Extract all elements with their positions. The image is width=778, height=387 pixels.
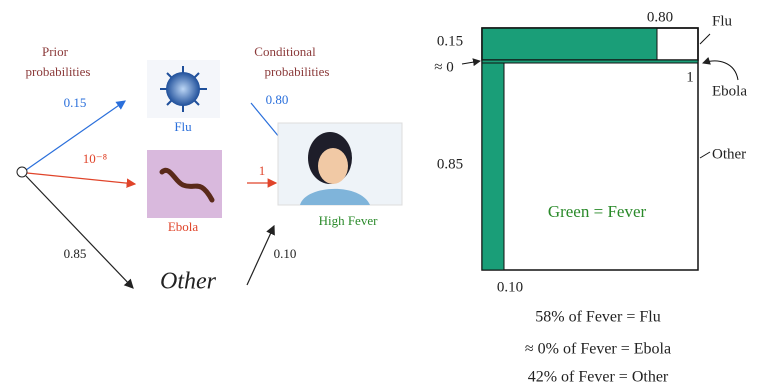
diagram: Prior probabilities Conditional probabil… (0, 0, 778, 387)
arrow (462, 61, 480, 64)
label: 0.85 (437, 156, 463, 172)
virus (166, 72, 200, 106)
probability: 0.10 (274, 246, 297, 261)
label: 1 (686, 69, 694, 85)
probability: 0.15 (64, 95, 87, 110)
root-node (17, 167, 27, 177)
arrow (26, 101, 125, 170)
node-label: Flu (174, 119, 192, 134)
node-label: Ebola (168, 219, 199, 234)
leader (700, 152, 710, 158)
probability: 10⁻⁸ (83, 151, 108, 166)
result: 42% of Fever = Other (528, 369, 669, 386)
probability: 0.85 (64, 246, 87, 261)
label: 0.80 (647, 9, 673, 25)
label: 0.15 (437, 33, 463, 49)
label: Ebola (712, 83, 747, 99)
probability: 0.80 (266, 92, 289, 107)
node-label: Other (160, 269, 217, 295)
tree: Prior probabilities Conditional probabil… (17, 44, 402, 295)
result: 58% of Fever = Flu (535, 309, 660, 326)
label: 0.10 (497, 279, 523, 295)
legend: Green = Fever (548, 202, 647, 221)
probability: 1 (259, 163, 266, 178)
ebola-region (482, 60, 698, 63)
result: ≈ 0% of Fever = Ebola (525, 341, 671, 358)
arrow (26, 176, 133, 288)
label: Other (712, 146, 746, 162)
other-fever-region (482, 63, 504, 270)
node-label: High Fever (319, 213, 379, 228)
leader (700, 34, 710, 44)
label: probabilities (265, 64, 330, 79)
arrow (703, 61, 738, 80)
label: probabilities (26, 64, 91, 79)
area-diagram: 0.80 Flu 0.15 ≈ 0 1 Ebola Other 0.85 Gre… (434, 9, 747, 385)
arrow (247, 226, 274, 285)
label: Conditional (254, 44, 316, 59)
flu-fever-region (482, 28, 657, 60)
face (318, 148, 348, 184)
label: ≈ 0 (434, 59, 453, 75)
label: Prior (42, 44, 69, 59)
square (482, 28, 698, 270)
label: Flu (712, 13, 733, 29)
arrow (27, 173, 135, 184)
